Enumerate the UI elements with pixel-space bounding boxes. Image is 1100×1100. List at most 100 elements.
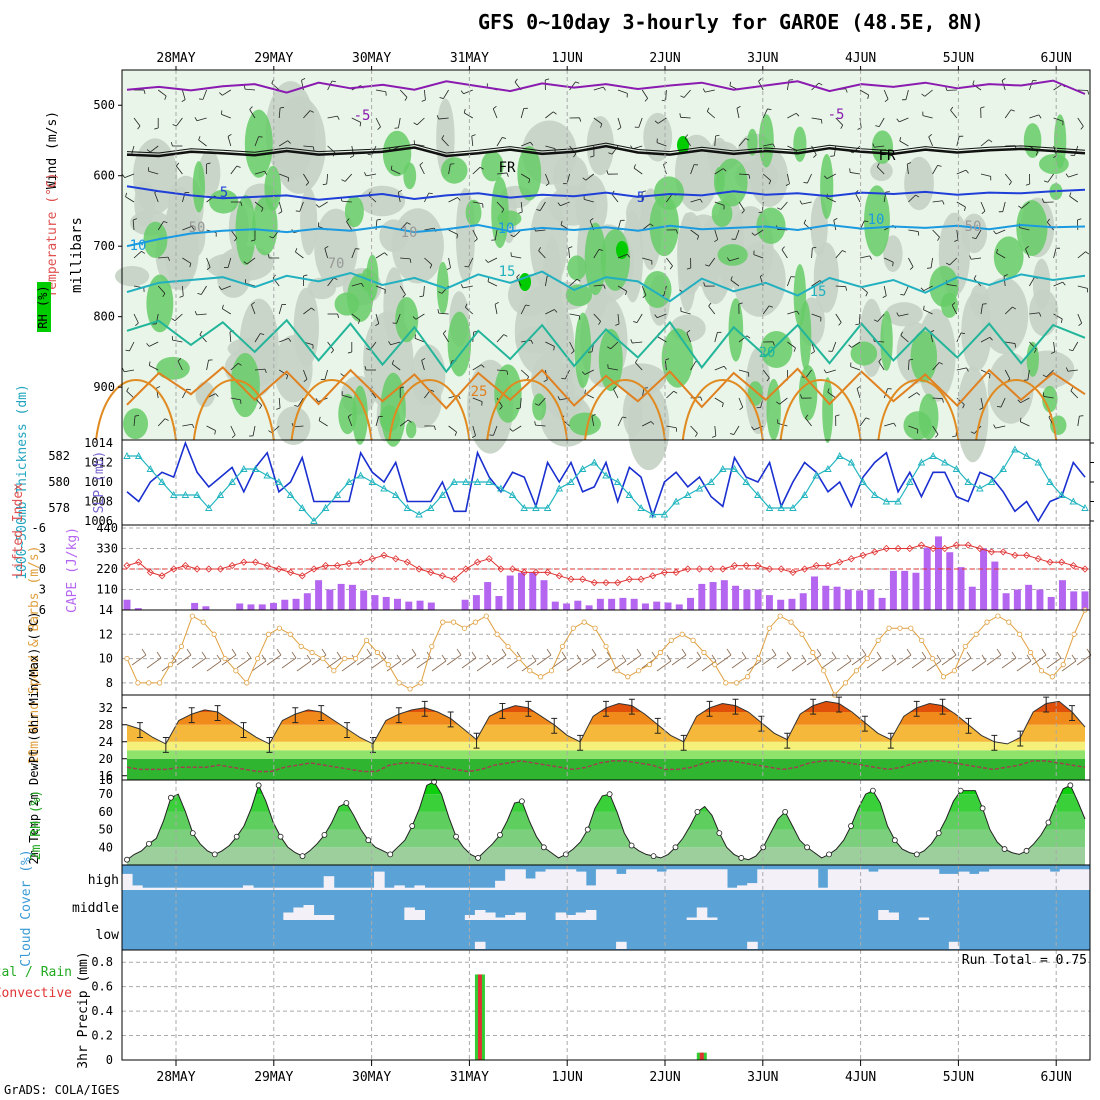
surface-wind-barb [461, 657, 477, 669]
wind-barb [656, 142, 667, 147]
wind-barb [787, 341, 796, 349]
rh-green-area [244, 109, 273, 178]
wind-barb-flag [349, 155, 354, 158]
wind-barb [496, 201, 505, 210]
wind-barb-flag [454, 431, 457, 436]
surface-wind-barb-flag [156, 651, 162, 659]
wind-barb-flag [865, 417, 870, 420]
rh-point [672, 844, 679, 851]
wind-speed-point [157, 680, 163, 686]
wind-speed-point [962, 643, 968, 650]
wind-barb-flag [1008, 181, 1012, 186]
lifted-index-point [941, 544, 949, 553]
cape-bar [878, 597, 886, 610]
thickness-point [613, 478, 622, 485]
wind-barb [811, 313, 822, 318]
wind-barb-flag [164, 418, 169, 421]
wind-barb-flag [1003, 274, 1008, 277]
cape-bar [867, 589, 875, 610]
wind-barb [738, 397, 744, 408]
wind-barb [826, 173, 836, 180]
wind-barb [399, 222, 408, 231]
wind-barb [341, 200, 352, 203]
cape-bar [923, 547, 931, 610]
rh-point [519, 798, 525, 805]
lifted-index-point [730, 562, 739, 570]
cloud-high-cell [1079, 869, 1091, 890]
cloud-level-label: high [88, 873, 119, 888]
cloud-high-cell [979, 871, 990, 890]
wind-barb [391, 169, 401, 175]
surface-wind-barb-flag [906, 648, 912, 656]
rh-tick-label: 40 [99, 840, 113, 854]
wind-barb-flag [714, 239, 718, 243]
wind-speed-point [570, 625, 576, 631]
contour-label: 70 [328, 256, 345, 272]
wind-barb [1053, 248, 1057, 259]
wind-barb-flag [413, 122, 418, 126]
wind-barb [617, 89, 628, 94]
wind-barb-flag [264, 171, 268, 175]
cape-bar [348, 584, 356, 610]
wind-barb [157, 418, 166, 427]
wind-barb-flag [162, 293, 166, 298]
wind-barb-flag [810, 351, 815, 355]
thickness-point [485, 478, 493, 485]
wind-barb-flag [1018, 205, 1022, 209]
thickness-point [742, 478, 750, 485]
wind-barb [851, 341, 861, 348]
lifted-index-point [181, 562, 189, 570]
wind-barb [227, 257, 232, 268]
cloud-high-cell [656, 871, 667, 890]
wind-barb-flag [125, 349, 130, 352]
wind-barb [738, 201, 745, 211]
wind-barb-flag [172, 124, 177, 127]
wind-barb-flag [799, 200, 803, 205]
wind-barb-flag [679, 113, 682, 118]
wind-barb [690, 164, 695, 175]
wind-barb-flag [189, 263, 192, 268]
rh-green-area [252, 196, 278, 256]
temp-contour-arc [681, 379, 764, 441]
wind-barb [1072, 341, 1079, 351]
rh-point [475, 855, 481, 861]
wind-barb-flag [935, 434, 939, 438]
wind-barb-flag [485, 259, 489, 263]
wind-barb-flag [400, 386, 405, 389]
wind-barb-flag [758, 211, 763, 214]
wind-barb [351, 313, 361, 321]
wind-barb [932, 362, 940, 371]
wind-speed-point [668, 637, 674, 643]
wind-barb [391, 363, 401, 371]
wind-barb-flag [311, 307, 315, 311]
surface-wind-barb-flag [216, 654, 222, 662]
wind-barb [424, 257, 433, 265]
wind-barb-flag [510, 234, 515, 238]
wind-barb-flag [267, 254, 270, 259]
thickness-tick-label: 580 [48, 475, 70, 489]
wind-barb-flag [730, 276, 733, 281]
wind-speed-axis-label: 10m Wind Speed & Barbs (m/s) [27, 545, 42, 764]
wind-barb-flag [146, 149, 151, 153]
wind-barb-flag [768, 180, 772, 185]
cloud-low-cell [474, 941, 486, 949]
wind-barb [899, 140, 909, 147]
wind-speed-point [211, 631, 217, 637]
cape-bar [596, 598, 604, 610]
cape-bar [484, 582, 492, 610]
cloud-high-cell [948, 873, 960, 890]
wind-barb [1069, 195, 1079, 203]
wind-speed-point [592, 625, 598, 631]
wind-barb [980, 336, 991, 343]
wind-barb [617, 285, 627, 292]
wind-barb-flag [617, 127, 622, 131]
wind-barb-flag [972, 237, 977, 240]
wind-barb [182, 423, 193, 427]
wind-barb [318, 201, 328, 208]
surface-wind-barb [611, 660, 627, 672]
run-total-annotation: Run Total = 0.75 [962, 953, 1087, 968]
wind-barb [126, 390, 135, 399]
cloud-middle-cell [485, 912, 496, 920]
wind-barb-flag [154, 127, 159, 130]
wind-barb [1021, 201, 1030, 209]
